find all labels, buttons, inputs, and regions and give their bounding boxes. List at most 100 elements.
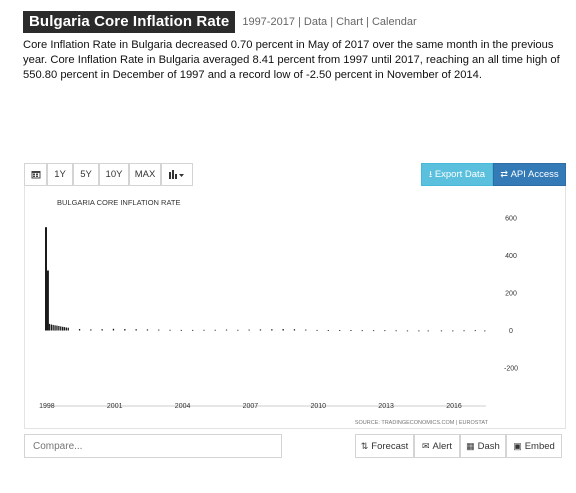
chart-bar	[101, 329, 103, 331]
chart-bar	[135, 329, 137, 331]
chart-bar	[112, 328, 115, 331]
y-tick-label: 200	[505, 291, 517, 298]
chart-bar	[484, 330, 486, 332]
chart-bar	[372, 330, 375, 332]
chart-bar	[440, 330, 443, 332]
title-row: Bulgaria Core Inflation Rate 1997-2017 |…	[23, 11, 417, 33]
chart-bar	[62, 326, 64, 331]
chart-bar	[271, 329, 273, 331]
chart-source: SOURCE: TRADINGECONOMICS.COM | EUROSTAT	[355, 420, 489, 426]
image-icon: ▣	[513, 440, 522, 451]
sort-icon: ⇅	[360, 440, 369, 451]
envelope-icon: ✉	[421, 440, 430, 451]
bar-chart-icon	[169, 170, 184, 179]
chart-bar	[203, 329, 205, 331]
range-1y-button[interactable]: 1Y	[47, 163, 73, 186]
chart-bar	[237, 329, 239, 331]
x-tick-label: 2004	[175, 403, 191, 410]
grid-icon: ▦	[466, 440, 475, 451]
calendar-button[interactable]	[24, 163, 47, 186]
chart-bar	[48, 323, 51, 331]
download-icon: ⭳	[429, 168, 433, 179]
chart-bar	[384, 330, 386, 332]
alert-label: Alert	[432, 440, 453, 452]
chart-bar	[395, 330, 397, 332]
chart-bar	[46, 270, 49, 331]
embed-button[interactable]: ▣ Embed	[506, 434, 562, 458]
chart-container: BULGARIA CORE INFLATION RATE 600 400 200 0 -…	[24, 186, 566, 429]
chart-bar	[158, 329, 160, 331]
x-tick-label: 1998	[39, 403, 55, 410]
x-tick-label: 2007	[243, 403, 259, 410]
chart-bar	[214, 329, 216, 331]
chart-bar	[169, 329, 171, 331]
description: Core Inflation Rate in Bulgaria decrease…	[23, 39, 560, 81]
range-max-button[interactable]: MAX	[129, 163, 161, 186]
forecast-label: Forecast	[371, 440, 409, 452]
chart-bar	[90, 329, 92, 331]
chart-bar	[248, 329, 250, 331]
chart-bar	[63, 327, 66, 331]
forecast-button[interactable]: ⇅ Forecast	[355, 434, 414, 458]
title-links[interactable]: 1997-2017 | Data | Chart | Calendar	[242, 16, 417, 28]
y-ticks: 600 400 200 0 -200	[504, 216, 518, 373]
chart-bar	[56, 325, 58, 331]
chart-bar	[225, 329, 228, 331]
chart-bar	[124, 329, 126, 331]
chart-bar	[259, 329, 262, 331]
x-tick-label: 2010	[311, 403, 327, 410]
chart-bar	[361, 330, 363, 332]
x-ticks: 1998 2001 2004 2007 2010 2013 2016	[39, 403, 462, 410]
x-tick-label: 2013	[378, 403, 394, 410]
range-5y-button[interactable]: 5Y	[73, 163, 99, 186]
chart-type-button[interactable]	[161, 163, 193, 186]
chart-bar	[327, 330, 329, 331]
chart-bar	[305, 329, 307, 331]
chart-bar	[350, 330, 352, 331]
dash-label: Dash	[477, 440, 500, 452]
chart-bar	[180, 329, 182, 331]
chart-bar	[316, 329, 318, 331]
chart-bar	[50, 324, 52, 331]
bottom-toolbar: ⇅Forecast ✉Alert ▦Dash ▣Embed	[24, 434, 566, 458]
chart-bar	[282, 329, 284, 331]
inflation-chart: BULGARIA CORE INFLATION RATE 600 400 200 0 -…	[39, 198, 518, 426]
range-10y-button[interactable]: 10Y	[99, 163, 129, 186]
embed-label: Embed	[524, 440, 555, 452]
chart-bar	[67, 327, 69, 331]
page-title: Bulgaria Core Inflation Rate	[23, 11, 236, 33]
api-access-label: API Access	[510, 169, 559, 180]
chart-bar	[474, 330, 476, 332]
export-data-label: Export Data	[434, 169, 485, 180]
chart-bar	[293, 329, 296, 331]
chart-bar	[452, 330, 454, 332]
chart-bar	[463, 330, 465, 332]
export-data-button[interactable]: ⭳ Export Data	[421, 163, 493, 186]
bars-group	[45, 227, 486, 332]
compare-input[interactable]	[24, 434, 282, 458]
chart-bar	[146, 329, 149, 331]
chart-bar	[58, 326, 60, 331]
x-tick-label: 2016	[446, 403, 462, 410]
chart-toolbar: 1Y 5Y 10Y MAX ⭳ Export Data ⇄ API Access	[24, 163, 566, 186]
chart-bar	[54, 325, 56, 331]
api-access-button[interactable]: ⇄ API Access	[493, 163, 566, 186]
calendar-icon	[31, 171, 40, 179]
y-tick-label: 0	[509, 328, 513, 335]
chart-title: BULGARIA CORE INFLATION RATE	[57, 198, 181, 207]
chart-bar	[192, 329, 194, 331]
chart-bar	[65, 327, 67, 331]
chart-bar	[406, 330, 409, 332]
chart-bar	[339, 330, 341, 331]
swap-icon: ⇄	[500, 169, 508, 179]
chart-bar	[45, 227, 47, 331]
x-tick-label: 2001	[107, 403, 123, 410]
y-tick-label: -200	[504, 366, 518, 373]
chart-bar	[52, 324, 54, 331]
alert-button[interactable]: ✉ Alert	[414, 434, 460, 458]
chart-bar	[427, 330, 429, 332]
y-tick-label: 400	[505, 253, 517, 260]
y-tick-label: 600	[505, 216, 517, 223]
dash-button[interactable]: ▦ Dash	[460, 434, 506, 458]
chart-bar	[60, 326, 62, 331]
